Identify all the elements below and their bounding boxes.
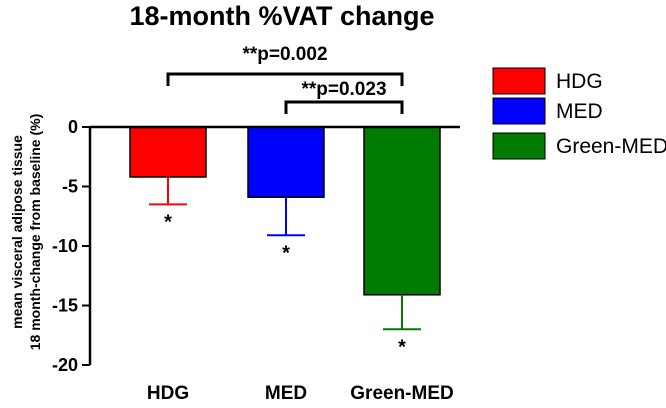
star-med: * (282, 242, 290, 264)
legend-label-hdg: HDG (556, 70, 603, 93)
x-tick-label-hdg: HDG (147, 383, 189, 404)
y-ticks-layer: 0 -5 -10 -15 -20 (52, 117, 90, 375)
bar-hdg (129, 126, 207, 178)
significance-bracket (284, 100, 404, 114)
significance-stars-layer: * * * (164, 211, 406, 358)
chart-title: 18-month %VAT change (129, 1, 434, 31)
legend-swatch-green-med (492, 132, 546, 160)
error-bars-layer (149, 176, 421, 331)
bar-green-med (363, 126, 441, 296)
significance-label: **p=0.002 (242, 44, 327, 65)
y-axis-label-line1: mean visceral adipose tissue (9, 135, 25, 329)
legend: HDG MED Green-MED (492, 67, 666, 160)
significance-brackets-layer: **p=0.002 **p=0.023 (166, 44, 404, 114)
y-axis-label-line2: 18 month-change from baseline (%) (27, 114, 43, 350)
bar-med (247, 126, 325, 198)
star-green-med: * (398, 336, 406, 358)
legend-swatch-hdg (492, 67, 546, 95)
x-tick-label-med: MED (265, 383, 307, 404)
star-hdg: * (164, 211, 172, 233)
significance-bracket (166, 72, 404, 86)
legend-label-green-med: Green-MED (556, 135, 666, 158)
y-tick-label: -15 (52, 296, 78, 316)
y-tick-label: -20 (52, 355, 78, 375)
legend-label-med: MED (556, 100, 603, 123)
significance-label: **p=0.023 (301, 79, 386, 100)
y-tick-label: -5 (62, 177, 78, 197)
y-tick-label: 0 (68, 117, 78, 137)
legend-swatch-med (492, 97, 546, 125)
x-tick-label-green-med: Green-MED (350, 383, 453, 404)
y-axis-label: mean visceral adipose tissue 18 month-ch… (9, 114, 43, 350)
x-categories-layer: HDG MED Green-MED (147, 383, 454, 404)
y-tick-label: -10 (52, 236, 78, 256)
